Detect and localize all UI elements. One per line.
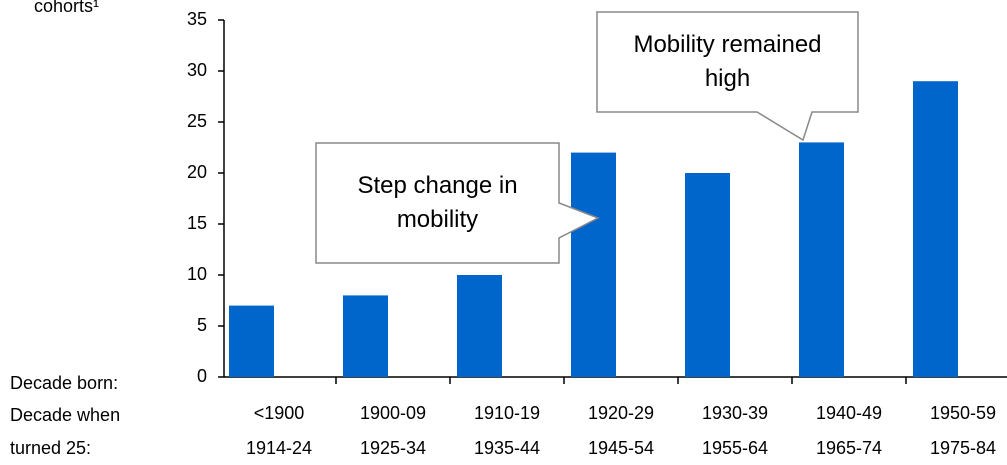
x-tick-label: 1930-39: [702, 403, 768, 423]
y-tick-label: 30: [187, 60, 207, 80]
y-axis-label: cohorts¹: [34, 0, 100, 16]
y-tick-label: 0: [197, 366, 207, 386]
bar: [913, 81, 958, 377]
bar: [799, 142, 844, 377]
x-tick-label: 1914-24: [246, 438, 312, 458]
x-tick-label: 1940-49: [816, 403, 882, 423]
annotation: Mobility remained high: [633, 31, 822, 92]
x-tick-label: 1955-64: [702, 438, 768, 458]
x-tick-label: 1965-74: [816, 438, 882, 458]
y-tick-label: 5: [197, 315, 207, 335]
bar: [457, 275, 502, 377]
bar: [343, 295, 388, 377]
x-row-label: Decade when turned 25:: [10, 405, 121, 458]
x-tick-label: 1925-34: [360, 438, 426, 458]
y-tick-label: 10: [187, 264, 207, 284]
x-tick-label: 1935-44: [474, 438, 540, 458]
bar: [229, 305, 274, 377]
x-tick-label: 1920-29: [588, 403, 654, 423]
y-tick-label: 35: [187, 9, 207, 29]
bar: [685, 173, 730, 377]
y-tick-label: 20: [187, 162, 207, 182]
x-tick-label: 1945-54: [588, 438, 654, 458]
y-tick-label: 15: [187, 213, 207, 233]
x-tick-label: 1975-84: [930, 438, 996, 458]
x-row-label: Decade born:: [10, 373, 119, 393]
x-tick-label: <1900: [254, 403, 305, 423]
x-tick-label: 1950-59: [930, 403, 996, 423]
x-tick-label: 1900-09: [360, 403, 426, 423]
y-tick-label: 25: [187, 111, 207, 131]
x-tick-label: 1910-19: [474, 403, 540, 423]
annotation: Step change in mobility: [357, 172, 518, 233]
callout-box: [596, 11, 859, 142]
callout-box: [315, 142, 600, 264]
bar: [571, 152, 616, 377]
